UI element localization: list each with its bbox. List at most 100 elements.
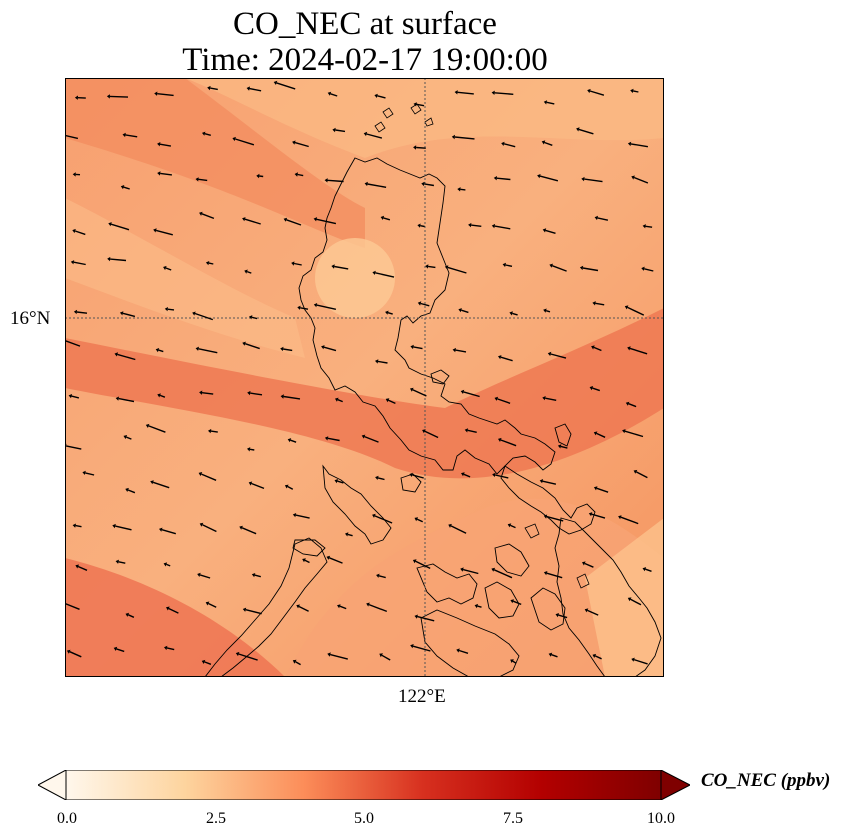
wind-arrow-head	[327, 652, 331, 657]
wind-arrow	[298, 605, 309, 612]
wind-arrow	[582, 267, 599, 272]
wind-arrow	[110, 223, 130, 231]
wind-arrow	[500, 439, 517, 447]
wind-arrow	[624, 430, 644, 438]
wind-arrow-head	[625, 401, 630, 406]
wind-arrow	[420, 302, 430, 307]
colorbar-tick: 2.5	[206, 810, 226, 827]
wind-arrow	[330, 653, 348, 660]
wind-arrow-head	[364, 181, 368, 187]
wind-arrow-head	[413, 145, 417, 150]
wind-arrow	[294, 141, 309, 148]
wind-arrow-head	[594, 215, 598, 221]
wind-arrow-head	[627, 346, 631, 351]
wind-arrow	[364, 435, 379, 443]
wind-arrow-head	[201, 659, 206, 664]
wind-arrow	[545, 310, 551, 313]
wind-arrow	[424, 183, 435, 187]
wind-arrow-head	[492, 472, 496, 478]
wind-arrow	[374, 515, 393, 524]
wind-arrow	[497, 398, 511, 404]
wind-arrow-head	[66, 649, 71, 654]
wind-arrow-head	[292, 513, 297, 518]
wind-arrow-head	[456, 648, 460, 653]
wind-arrow-head	[195, 177, 199, 182]
wind-arrow-head	[287, 438, 292, 443]
wind-arrow-head	[374, 93, 378, 98]
wind-arrow-head	[296, 604, 300, 609]
wind-arrow-head	[579, 265, 584, 271]
wind-arrow-head	[385, 398, 390, 403]
wind-arrow-head	[337, 604, 341, 609]
wind-arrow	[447, 266, 467, 274]
wind-arrow	[461, 309, 469, 314]
wind-arrow	[512, 660, 517, 664]
wind-arrow	[327, 437, 340, 442]
wind-arrow-head	[208, 428, 212, 434]
co-field-band	[285, 498, 664, 677]
wind-arrow	[587, 609, 599, 616]
wind-arrow-head	[366, 602, 370, 607]
wind-arrow	[377, 95, 386, 99]
wind-arrow	[109, 95, 129, 98]
wind-arrow	[316, 218, 337, 225]
wind-arrow	[161, 529, 176, 535]
wind-arrow	[455, 349, 467, 353]
wind-arrow	[628, 403, 637, 408]
wind-arrow	[160, 172, 172, 176]
wind-arrow-head	[163, 265, 167, 271]
wind-arrow	[494, 225, 511, 230]
wind-arrow	[544, 141, 553, 146]
colorbar-extend-low	[38, 770, 67, 800]
wind-arrow-head	[291, 261, 295, 266]
wind-arrow-head	[72, 172, 76, 177]
wind-arrow	[304, 559, 310, 564]
wind-arrow-head	[592, 301, 596, 306]
wind-arrow-head	[334, 479, 338, 484]
coastline-mindoro	[204, 537, 328, 677]
wind-arrow-head	[631, 175, 635, 180]
wind-arrow-head	[82, 470, 86, 475]
wind-arrow	[65, 134, 79, 140]
wind-arrow	[493, 569, 513, 579]
wind-arrow-head	[582, 561, 586, 566]
wind-arrow-head	[591, 345, 595, 350]
wind-arrow	[117, 353, 136, 361]
wind-arrow-head	[197, 572, 201, 577]
wind-arrow	[286, 219, 302, 226]
wind-arrow	[115, 525, 132, 531]
wind-arrow-head	[164, 307, 168, 312]
coastline-samar	[554, 517, 662, 677]
wind-arrow-head	[313, 303, 318, 308]
wind-arrow-head	[491, 567, 496, 572]
wind-arrow-head	[549, 263, 553, 268]
wind-arrow	[194, 312, 214, 321]
wind-arrow	[165, 267, 172, 271]
wind-arrow-head	[68, 394, 73, 399]
wind-arrow	[158, 349, 164, 353]
wind-arrow-head	[631, 657, 635, 662]
wind-arrow-head	[235, 651, 240, 657]
coastline-visayas	[416, 563, 478, 605]
wind-arrow-head	[642, 567, 647, 572]
wind-arrow-head	[324, 178, 328, 183]
wind-arrow	[198, 348, 218, 354]
wind-arrow	[366, 133, 383, 139]
wind-arrow	[201, 392, 214, 395]
wind-arrow-head	[157, 393, 161, 398]
wind-arrow-head	[292, 659, 297, 664]
colorbar-tick: 0.0	[57, 810, 77, 827]
wind-arrow-head	[153, 228, 157, 233]
coastline-luzon	[298, 157, 556, 475]
wind-arrow-head	[587, 88, 591, 94]
wind-arrow-head	[242, 341, 246, 346]
wind-arrow	[210, 87, 218, 91]
wind-arrow	[251, 316, 258, 320]
wind-arrow-head	[509, 311, 513, 316]
wind-arrow	[125, 134, 138, 138]
wind-arrow	[378, 575, 386, 579]
wind-arrow-head	[444, 265, 449, 270]
wind-arrow-head	[242, 607, 247, 612]
wind-arrow	[282, 348, 293, 352]
wind-arrow-head	[115, 396, 119, 401]
